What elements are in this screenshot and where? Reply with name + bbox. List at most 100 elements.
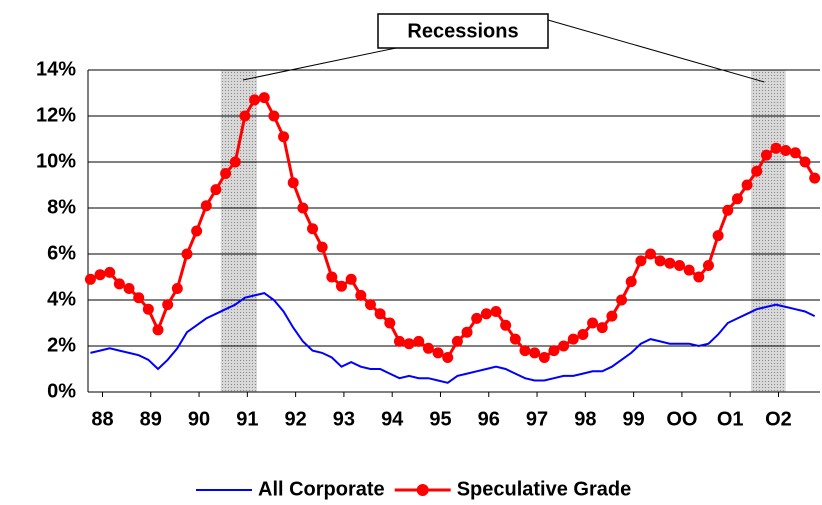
series-marker <box>596 322 608 334</box>
series-marker <box>229 156 241 168</box>
x-tick-label: 94 <box>381 408 404 430</box>
annotation-pointer <box>242 47 397 81</box>
x-tick-label: OO <box>666 408 697 430</box>
x-tick-label: 90 <box>188 408 210 430</box>
y-tick-label: 12% <box>36 104 76 126</box>
series-marker <box>500 319 512 331</box>
legend-label: Speculative Grade <box>457 478 632 500</box>
series-marker <box>393 335 405 347</box>
y-tick-label: 6% <box>47 242 76 264</box>
y-tick-label: 14% <box>36 58 76 80</box>
series-marker <box>529 347 541 359</box>
series-marker <box>181 248 193 260</box>
series-marker <box>538 352 550 363</box>
series-marker <box>451 335 463 347</box>
annotation: Recessions <box>407 20 518 42</box>
series-marker <box>94 269 106 281</box>
x-tick-label: 93 <box>333 408 355 430</box>
series-marker <box>567 333 579 345</box>
series-marker <box>307 223 319 235</box>
series-marker <box>316 241 328 253</box>
series-marker <box>587 317 599 329</box>
series-marker <box>673 260 685 271</box>
x-tick-label: 89 <box>140 408 162 430</box>
series-line <box>90 292 816 384</box>
series-marker <box>249 94 261 106</box>
x-tick-label: 95 <box>429 408 451 430</box>
series-marker <box>364 299 376 311</box>
series-marker <box>384 317 396 329</box>
series-marker <box>558 340 570 352</box>
series-marker <box>577 329 589 340</box>
series-marker <box>355 289 367 301</box>
series-marker <box>239 110 251 122</box>
series-marker <box>142 303 154 315</box>
series-marker <box>809 172 821 184</box>
series-marker <box>645 248 657 260</box>
series-marker <box>741 179 753 191</box>
series-marker <box>422 342 434 354</box>
series-marker <box>664 257 676 269</box>
series-marker <box>616 294 628 306</box>
y-tick-label: 10% <box>36 150 76 172</box>
series-marker <box>770 142 782 154</box>
series-marker <box>287 177 299 189</box>
series-marker <box>84 273 96 285</box>
series-marker <box>113 278 125 290</box>
series-marker <box>326 271 338 283</box>
x-tick-label: 97 <box>526 408 548 430</box>
series-marker <box>200 200 212 212</box>
series-marker <box>760 149 772 161</box>
series-marker <box>278 131 290 143</box>
series-marker <box>162 299 174 311</box>
series-marker <box>413 335 425 347</box>
series-marker <box>133 292 145 304</box>
series-marker <box>702 260 714 271</box>
annotation-box <box>377 13 549 49</box>
series-marker <box>480 308 492 320</box>
series-marker <box>432 347 444 359</box>
series-marker <box>345 273 357 285</box>
series-marker <box>104 266 116 278</box>
series-marker <box>335 280 347 292</box>
recession-band <box>750 70 786 392</box>
y-tick-label: 8% <box>47 196 76 218</box>
series-marker <box>297 202 309 214</box>
series-marker <box>374 308 386 320</box>
series-marker <box>693 271 705 283</box>
series-marker <box>152 324 164 336</box>
series-marker <box>799 156 811 168</box>
series-marker <box>519 345 531 357</box>
legend-marker <box>416 484 429 496</box>
x-tick-label: 96 <box>478 408 500 430</box>
y-tick-label: 0% <box>47 380 76 402</box>
series-marker <box>442 352 454 363</box>
series-marker <box>191 225 203 237</box>
recession-band <box>220 70 257 392</box>
x-tick-label: O2 <box>765 408 792 430</box>
series-marker <box>461 326 473 338</box>
series-marker <box>625 276 637 288</box>
x-tick-label: 98 <box>574 408 596 430</box>
y-tick-label: 4% <box>47 288 76 310</box>
x-tick-label: 92 <box>285 408 307 430</box>
series-line <box>89 95 816 360</box>
series-marker <box>606 310 618 322</box>
series-marker <box>123 283 135 294</box>
x-tick-label: 91 <box>236 408 258 430</box>
series-marker <box>654 255 666 267</box>
x-tick-label: O1 <box>717 408 744 430</box>
series-marker <box>548 345 560 357</box>
series-marker <box>731 193 743 205</box>
x-tick-label: 99 <box>622 408 644 430</box>
series-marker <box>780 145 792 156</box>
series-marker <box>268 110 280 122</box>
series-marker <box>403 338 415 350</box>
series-marker <box>722 204 734 216</box>
series-marker <box>171 283 183 294</box>
series-marker <box>509 333 521 345</box>
annotation-pointer <box>547 19 765 83</box>
series-marker <box>490 306 502 317</box>
y-tick-label: 2% <box>47 334 76 356</box>
